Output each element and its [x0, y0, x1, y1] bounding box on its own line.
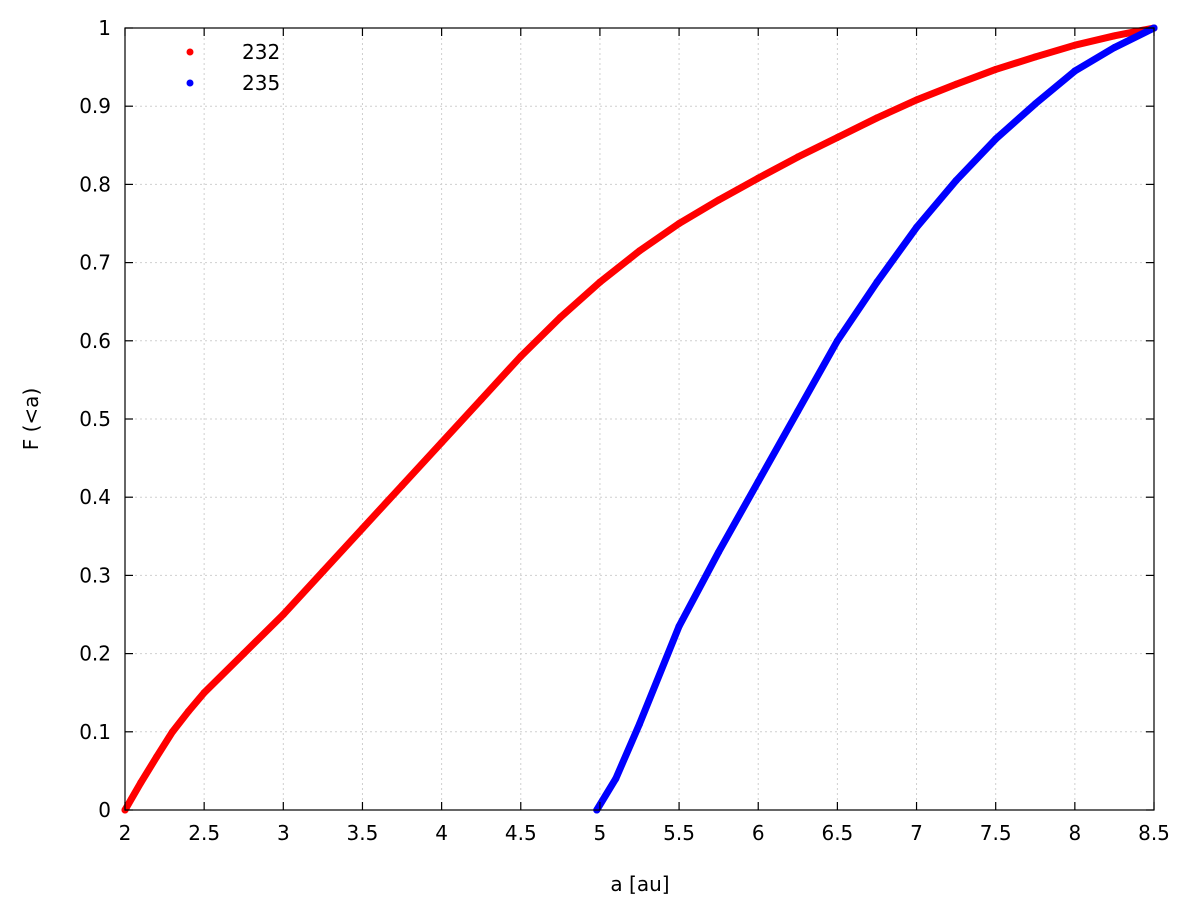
data-point — [754, 478, 762, 486]
series-232 — [121, 24, 1158, 814]
data-point — [1110, 44, 1118, 52]
series-232-curve — [121, 24, 1158, 814]
data-point — [636, 247, 643, 255]
data-point — [1071, 67, 1079, 75]
x-tick-label: 6.5 — [821, 821, 853, 845]
data-point — [240, 650, 248, 658]
x-tick-label: 2.5 — [188, 821, 220, 845]
legend-marker — [186, 79, 194, 87]
data-point — [358, 524, 366, 532]
x-tick-label: 8.5 — [1138, 821, 1170, 845]
y-tick-label: 0.2 — [79, 642, 111, 666]
data-point — [833, 133, 841, 141]
data-point — [952, 176, 960, 184]
data-point — [1110, 32, 1118, 40]
data-point — [715, 196, 723, 204]
x-tick-label: 7.5 — [980, 821, 1012, 845]
y-tick-label: 0 — [98, 798, 111, 822]
x-tick-label: 3 — [277, 821, 290, 845]
data-point — [952, 80, 960, 88]
data-point — [596, 278, 604, 286]
data-point — [1031, 100, 1039, 108]
data-point — [200, 689, 208, 697]
data-point — [794, 153, 802, 161]
data-point — [1031, 53, 1039, 61]
data-point — [184, 707, 192, 715]
y-tick-label: 0.3 — [79, 563, 111, 587]
data-point — [279, 611, 287, 618]
data-point — [398, 481, 406, 489]
data-point — [715, 548, 723, 556]
y-tick-label: 0.4 — [79, 485, 111, 509]
y-axis-title: F (<a) — [19, 388, 43, 450]
data-point — [153, 753, 161, 761]
x-tick-label: 5.5 — [663, 821, 695, 845]
x-axis-title: a [au] — [610, 872, 669, 896]
series-235 — [593, 24, 1158, 814]
legend-label: 232 — [242, 40, 280, 64]
x-tick-label: 4.5 — [505, 821, 537, 845]
data-point — [612, 775, 620, 783]
data-point — [794, 407, 802, 415]
x-tick-label: 6 — [752, 821, 765, 845]
data-point — [873, 278, 881, 286]
data-point — [913, 96, 921, 104]
data-point — [137, 779, 145, 787]
data-point — [833, 337, 841, 345]
data-point — [319, 567, 327, 575]
plot-frame — [124, 27, 1155, 811]
data-point — [1071, 41, 1079, 49]
legend-label: 235 — [242, 71, 280, 95]
data-point — [477, 395, 485, 403]
data-point — [675, 622, 683, 630]
data-point — [517, 352, 525, 360]
x-tick-label: 3.5 — [347, 821, 379, 845]
ticks: 2 2.5 3 3.5 4 4.5 5 5.5 6 6.5 7 7.5 8 8.5 0 0.1 0.2 0.3 0.… — [79, 16, 1170, 845]
y-tick-label: 1 — [98, 16, 111, 40]
data-point — [636, 720, 643, 728]
data-point — [754, 174, 762, 182]
data-point — [913, 223, 921, 231]
y-tick-label: 0.1 — [79, 720, 111, 744]
y-tick-label: 0.8 — [79, 172, 111, 196]
series-235-curve — [593, 24, 1158, 814]
x-tick-label: 2 — [119, 821, 132, 845]
data-point — [438, 438, 446, 446]
x-tick-label: 7 — [910, 821, 923, 845]
y-tick-label: 0.9 — [79, 94, 111, 118]
legend-marker — [186, 48, 194, 56]
y-tick-label: 0.6 — [79, 329, 111, 353]
x-tick-label: 4 — [435, 821, 448, 845]
data-point — [873, 114, 881, 122]
data-point — [168, 728, 176, 736]
y-tick-label: 0.5 — [79, 407, 111, 431]
data-point — [992, 135, 1000, 143]
data-point — [675, 220, 683, 227]
grid — [125, 28, 1154, 810]
y-tick-label: 0.7 — [79, 251, 111, 275]
x-tick-label: 5 — [594, 821, 607, 845]
x-tick-label: 8 — [1068, 821, 1081, 845]
data-point — [556, 313, 564, 321]
data-point — [992, 65, 1000, 73]
series-layer — [121, 24, 1158, 814]
